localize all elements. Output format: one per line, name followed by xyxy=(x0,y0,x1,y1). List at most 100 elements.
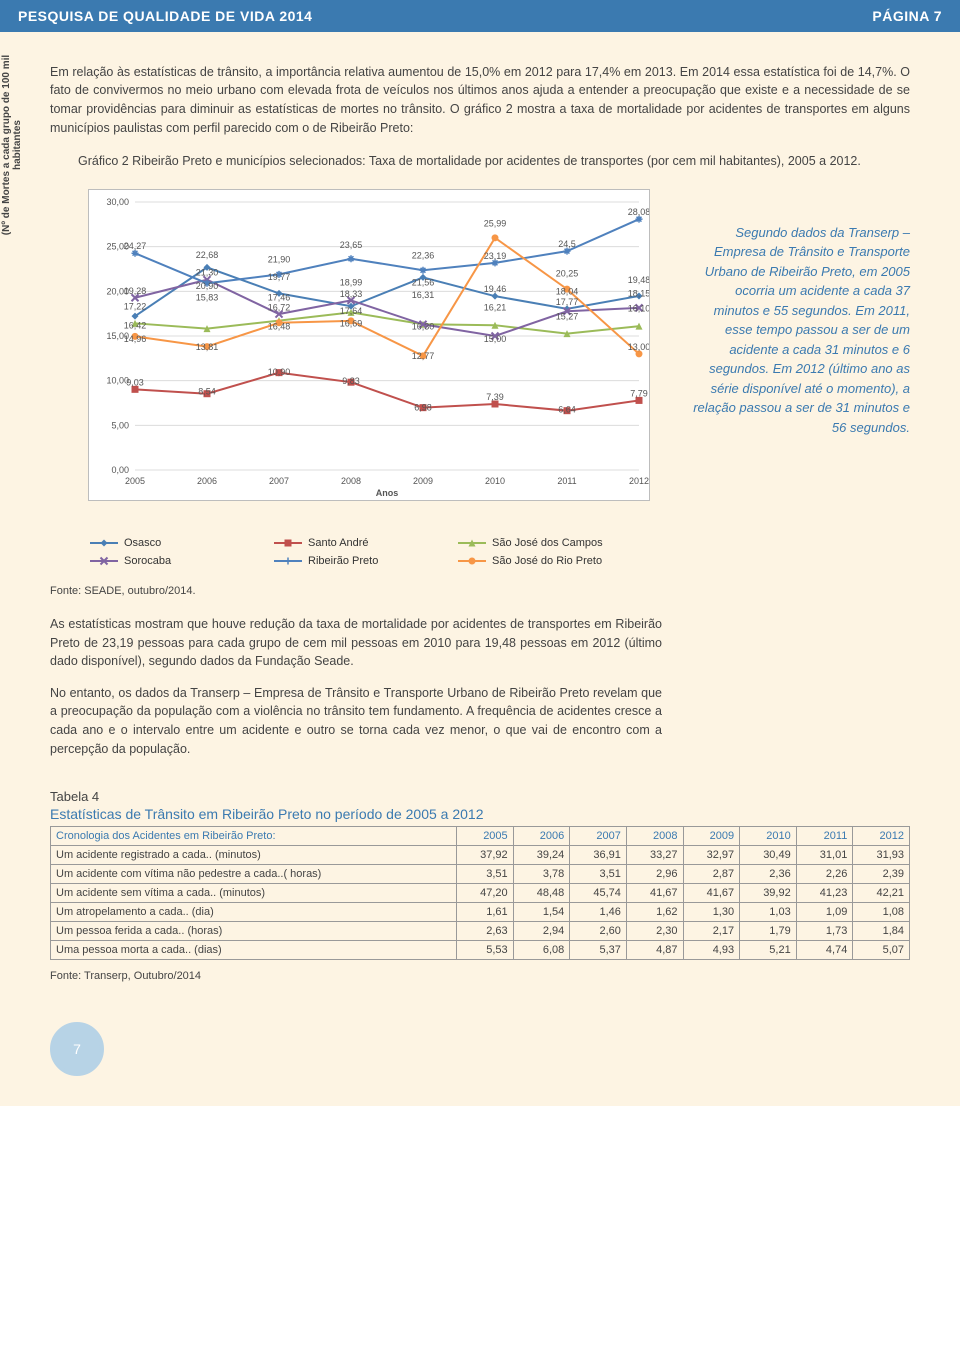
table-row: Um acidente registrado a cada.. (minutos… xyxy=(51,846,910,865)
legend-item: Osasco xyxy=(90,537,250,549)
cell: 5,37 xyxy=(570,941,627,960)
table-row: Um acidente com vítima não pedestre a ca… xyxy=(51,865,910,884)
cell: 2,94 xyxy=(513,922,570,941)
cell: 39,24 xyxy=(513,846,570,865)
cell: 2,39 xyxy=(853,865,910,884)
svg-text:20,90: 20,90 xyxy=(196,281,219,291)
header-left: PESQUISA DE QUALIDADE DE VIDA 2014 xyxy=(18,8,312,24)
svg-text:24,5: 24,5 xyxy=(558,239,576,249)
svg-text:22,68: 22,68 xyxy=(196,250,219,260)
legend-label: São José dos Campos xyxy=(492,537,603,549)
stats-table: Cronologia dos Acidentes em Ribeirão Pre… xyxy=(50,826,910,960)
svg-text:21,56: 21,56 xyxy=(412,277,435,287)
cell: 42,21 xyxy=(853,884,910,903)
cell: 2,30 xyxy=(626,922,683,941)
table-head-row: Cronologia dos Acidentes em Ribeirão Pre… xyxy=(51,827,910,846)
cell: 41,67 xyxy=(683,884,740,903)
table-head-year: 2010 xyxy=(740,827,797,846)
cell: 5,21 xyxy=(740,941,797,960)
svg-text:8,54: 8,54 xyxy=(198,386,216,396)
table-head-year: 2012 xyxy=(853,827,910,846)
svg-text:19,77: 19,77 xyxy=(268,272,291,282)
cell: 2,96 xyxy=(626,865,683,884)
cell: 3,51 xyxy=(570,865,627,884)
cell: 5,53 xyxy=(457,941,514,960)
legend-label: Sorocaba xyxy=(124,555,171,567)
para-below-2: No entanto, os dados da Transerp – Empre… xyxy=(50,684,662,759)
legend-label: São José do Rio Preto xyxy=(492,555,602,567)
svg-text:30,00: 30,00 xyxy=(106,197,129,207)
legend-label: Ribeirão Preto xyxy=(308,555,378,567)
svg-text:23,65: 23,65 xyxy=(340,240,363,250)
cell: 3,78 xyxy=(513,865,570,884)
svg-text:Anos: Anos xyxy=(376,488,399,498)
svg-text:19,48: 19,48 xyxy=(628,275,649,285)
header-bar: PESQUISA DE QUALIDADE DE VIDA 2014 PÁGIN… xyxy=(0,0,960,32)
svg-text:17,64: 17,64 xyxy=(340,306,363,316)
cell: 1,09 xyxy=(796,903,853,922)
svg-text:15,27: 15,27 xyxy=(556,311,579,321)
table-row: Um atropelamento a cada.. (dia)1,611,541… xyxy=(51,903,910,922)
cell: 1,54 xyxy=(513,903,570,922)
cell: 1,62 xyxy=(626,903,683,922)
svg-text:2012: 2012 xyxy=(629,476,649,486)
svg-text:13,81: 13,81 xyxy=(196,342,219,352)
cell: 2,36 xyxy=(740,865,797,884)
table-head-year: 2006 xyxy=(513,827,570,846)
cell: 5,07 xyxy=(853,941,910,960)
svg-text:0,00: 0,00 xyxy=(111,465,129,475)
svg-text:6,98: 6,98 xyxy=(414,402,432,412)
svg-text:17,46: 17,46 xyxy=(268,292,291,302)
y-axis-label: (Nº de Mortes a cada grupo de 100 mil ha… xyxy=(1,45,23,245)
cell: 6,08 xyxy=(513,941,570,960)
cell: 1,03 xyxy=(740,903,797,922)
cell: 31,01 xyxy=(796,846,853,865)
svg-text:18,04: 18,04 xyxy=(556,286,579,296)
cell: 4,87 xyxy=(626,941,683,960)
side-note: Segundo dados da Transerp – Empresa de T… xyxy=(690,183,910,438)
legend-label: Osasco xyxy=(124,537,161,549)
svg-text:15,00: 15,00 xyxy=(484,334,507,344)
cell: 39,92 xyxy=(740,884,797,903)
svg-text:16,31: 16,31 xyxy=(412,290,435,300)
svg-text:5,00: 5,00 xyxy=(111,420,129,430)
row-label: Um acidente sem vítima a cada.. (minutos… xyxy=(51,884,457,903)
table-source: Fonte: Transerp, Outubro/2014 xyxy=(50,970,910,982)
svg-text:18,33: 18,33 xyxy=(340,289,363,299)
table-subtitle: Estatísticas de Trânsito em Ribeirão Pre… xyxy=(50,806,910,822)
chart-caption: Gráfico 2 Ribeirão Preto e municípios se… xyxy=(50,152,910,171)
left-col: 0,005,0010,0015,0020,0025,0030,002005200… xyxy=(50,183,662,771)
svg-text:20,25: 20,25 xyxy=(556,268,579,278)
legend-item: Sorocaba xyxy=(90,555,250,567)
cell: 41,67 xyxy=(626,884,683,903)
legend-item: Santo André xyxy=(274,537,434,549)
svg-text:7,39: 7,39 xyxy=(486,392,504,402)
svg-text:16,48: 16,48 xyxy=(268,321,291,331)
svg-text:17,77: 17,77 xyxy=(556,297,579,307)
cell: 3,51 xyxy=(457,865,514,884)
para-below-1: As estatísticas mostram que houve reduçã… xyxy=(50,615,662,671)
svg-text:14,96: 14,96 xyxy=(124,334,147,344)
cell: 47,20 xyxy=(457,884,514,903)
table-title: Tabela 4 xyxy=(50,789,910,804)
svg-text:2007: 2007 xyxy=(269,476,289,486)
svg-text:18,99: 18,99 xyxy=(340,277,363,287)
cell: 36,91 xyxy=(570,846,627,865)
legend-item: São José do Rio Preto xyxy=(458,555,618,567)
cell: 2,26 xyxy=(796,865,853,884)
svg-text:28,08: 28,08 xyxy=(628,207,649,217)
svg-text:21,90: 21,90 xyxy=(268,254,291,264)
ylabel2: habitantes xyxy=(12,120,23,170)
row-label: Um acidente com vítima não pedestre a ca… xyxy=(51,865,457,884)
table-head-year: 2009 xyxy=(683,827,740,846)
intro-paragraph: Em relação às estatísticas de trânsito, … xyxy=(50,63,910,138)
cell: 30,49 xyxy=(740,846,797,865)
body: Em relação às estatísticas de trânsito, … xyxy=(0,32,960,982)
chart-and-side: 0,005,0010,0015,0020,0025,0030,002005200… xyxy=(50,183,910,771)
cell: 31,93 xyxy=(853,846,910,865)
svg-text:23,19: 23,19 xyxy=(484,251,507,261)
svg-text:16,42: 16,42 xyxy=(124,320,147,330)
svg-text:2010: 2010 xyxy=(485,476,505,486)
cell: 2,87 xyxy=(683,865,740,884)
svg-text:2009: 2009 xyxy=(413,476,433,486)
